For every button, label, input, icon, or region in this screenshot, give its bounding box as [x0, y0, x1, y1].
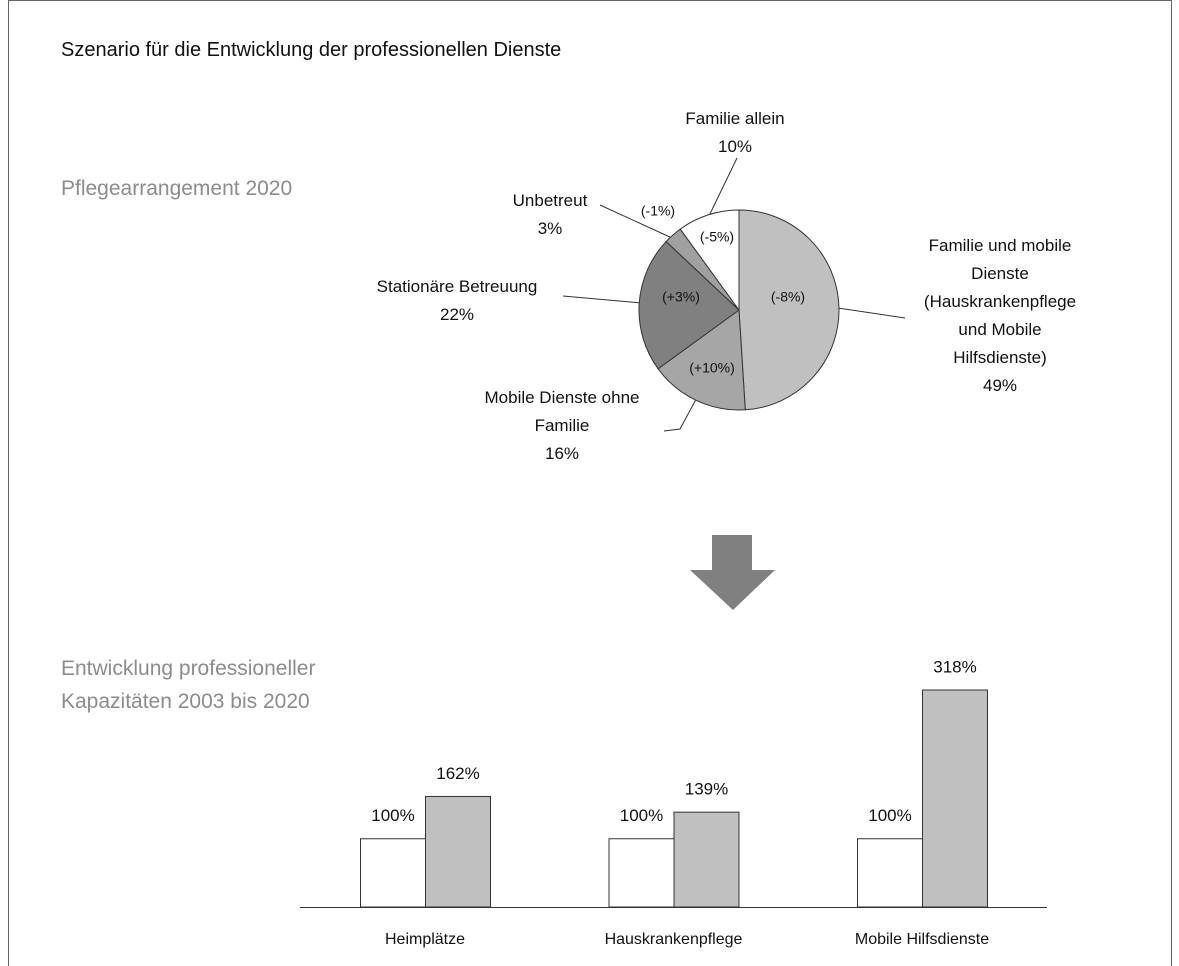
value-label: 100% — [868, 806, 911, 825]
change-label: (-5%) — [700, 229, 734, 245]
pie-label: Unbetreut 3% — [490, 187, 610, 243]
bar — [673, 811, 740, 908]
pie-slice — [638, 240, 740, 370]
change-label: (-8%) — [771, 289, 805, 305]
pie-label-value: 16% — [544, 444, 580, 463]
pie-slice — [738, 209, 840, 411]
arrow — [690, 535, 775, 610]
pie-label-name: Unbetreut — [512, 191, 588, 210]
pie-label: Mobile Dienste ohne Familie 16% — [462, 384, 662, 468]
pie-label-name: Mobile Dienste ohne Familie — [484, 388, 640, 435]
bar — [425, 795, 491, 908]
value-label: 318% — [933, 657, 976, 676]
pie-title: Pflegearrangement 2020 — [61, 177, 293, 200]
pie-slice — [657, 309, 746, 411]
bar — [922, 689, 988, 908]
pie-label: Stationäre Betreuung 22% — [347, 273, 567, 329]
x-tick-label: Heimplätze — [385, 931, 465, 948]
pie-slice — [679, 209, 740, 312]
pie-label-name: Familie und mobile Dienste (Hauskrankenp… — [923, 236, 1077, 367]
pie-label: Familie allein 10% — [655, 105, 815, 161]
bar — [857, 838, 923, 908]
value-label: 162% — [436, 764, 479, 783]
value-label: 139% — [685, 780, 728, 799]
pie-label-value: 22% — [439, 305, 475, 324]
bar — [360, 838, 426, 908]
pie-label-value: 10% — [717, 137, 753, 156]
page-title: Szenario für die Entwicklung der profess… — [61, 39, 562, 61]
pie-label: Familie und mobile Dienste (Hauskrankenp… — [913, 232, 1088, 400]
pie-label-name: Stationäre Betreuung — [376, 277, 538, 296]
x-tick-label: Hauskrankenpflege — [605, 931, 743, 948]
pie-label-value: 3% — [537, 219, 563, 238]
change-label: (-1%) — [641, 203, 675, 219]
value-label: 100% — [371, 806, 414, 825]
bar-title: Entwicklung professioneller Kapazitäten … — [61, 657, 316, 713]
change-label: (+3%) — [662, 289, 700, 305]
change-label: (+10%) — [689, 360, 735, 376]
pie-label-name: Familie allein — [685, 109, 785, 128]
pie-label-value: 49% — [982, 376, 1018, 395]
bar — [608, 838, 675, 908]
leader-lines — [562, 157, 906, 432]
value-label: 100% — [620, 806, 663, 825]
frame — [8, 0, 1172, 966]
x-tick-label: Mobile Hilfsdienste — [855, 931, 989, 948]
